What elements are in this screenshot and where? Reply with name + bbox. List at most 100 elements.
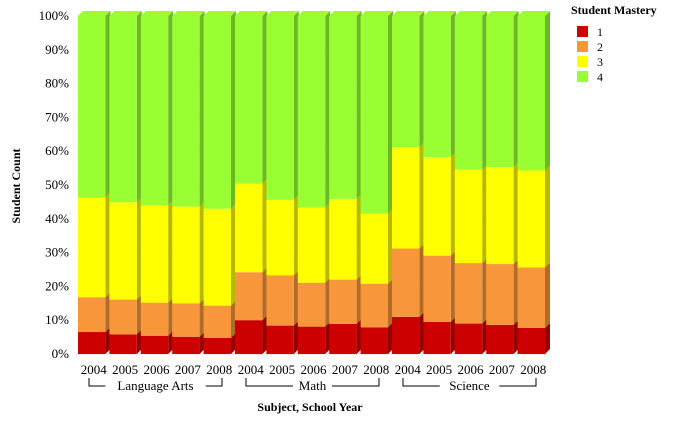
bar-side-segment <box>482 258 488 324</box>
bar-segment <box>454 323 483 354</box>
bar-segment <box>172 206 200 304</box>
bar-side-segment <box>513 162 519 265</box>
bar-side-segment <box>293 11 299 200</box>
y-tick-label: 40% <box>45 211 69 226</box>
bar-side-segment <box>545 11 550 171</box>
bar-segment <box>140 16 169 206</box>
bar-side-segment <box>325 202 331 283</box>
bar-segment <box>172 336 200 354</box>
bar-segment <box>109 334 137 354</box>
bar-side-segment <box>136 11 142 203</box>
bar-segment <box>203 208 231 306</box>
bars <box>78 11 550 354</box>
bar-segment <box>517 327 545 354</box>
x-tick-label: 2006 <box>458 362 485 377</box>
group-bracket <box>245 378 293 387</box>
bar-segment <box>78 332 106 354</box>
x-tick-label: 2008 <box>520 362 546 377</box>
group-bracket <box>499 378 537 387</box>
bar-segment <box>486 16 514 168</box>
bar-side-segment <box>545 322 550 354</box>
bar-segment <box>392 316 420 354</box>
bar-top-face <box>392 11 425 16</box>
legend-label: 2 <box>597 40 603 54</box>
legend-swatch <box>577 71 588 82</box>
bar-segment <box>78 197 106 298</box>
bar-top-face <box>297 11 331 16</box>
bar-side-segment <box>231 11 236 209</box>
y-tick-label: 50% <box>45 177 69 192</box>
y-axis-tick-labels: 0% 10% 20% 30% 40% 50% 60% 70% 80% 90% 100% <box>39 8 70 361</box>
bar-segment <box>360 16 388 214</box>
x-tick-label: 2004 <box>395 362 422 377</box>
bar-segment <box>454 16 483 170</box>
bar-segment <box>266 275 294 326</box>
bar-top-face <box>172 11 205 16</box>
bar-segment <box>486 167 514 265</box>
x-tick-label: 2007 <box>332 362 359 377</box>
bar-segment <box>329 323 357 354</box>
bar-segment <box>423 321 451 354</box>
bar-side-segment <box>199 201 205 304</box>
bar-segment <box>517 170 545 268</box>
bar-segment <box>297 326 326 354</box>
bar-side-segment <box>356 193 362 280</box>
bar-segment <box>360 283 388 328</box>
bar-side-segment <box>388 322 393 354</box>
bar-segment <box>109 299 137 335</box>
bar-segment <box>329 279 357 324</box>
x-tick-label: 2008 <box>363 362 389 377</box>
bar-side-segment <box>231 332 236 354</box>
bar-segment <box>78 16 106 198</box>
bar-side-segment <box>388 278 393 328</box>
y-axis-title: Student Count <box>9 148 23 223</box>
bar-top-face <box>423 11 456 16</box>
x-tick-label: 2006 <box>301 362 328 377</box>
bar-segment <box>109 16 137 203</box>
bar-side-segment <box>513 259 519 325</box>
bar-segment <box>423 255 451 322</box>
bar-segment <box>235 16 263 184</box>
legend-swatch <box>577 56 588 67</box>
bar-side-segment <box>136 294 142 335</box>
bar-side-segment <box>388 11 393 214</box>
bar-segment <box>454 169 483 264</box>
bar-side-segment <box>105 292 111 333</box>
bar-segment <box>140 205 169 303</box>
y-tick-label: 0% <box>52 346 70 361</box>
bar-side-segment <box>136 197 142 300</box>
y-tick-label: 100% <box>39 8 70 23</box>
bar-segment <box>392 248 420 317</box>
bar-side-segment <box>325 11 331 208</box>
bar-side-segment <box>168 200 174 303</box>
bar-top-face <box>235 11 268 16</box>
bar-segment <box>392 147 420 249</box>
bar-segment <box>423 156 451 256</box>
y-tick-label: 80% <box>45 76 69 91</box>
bar-side-segment <box>482 318 488 354</box>
group-bracket <box>332 378 380 387</box>
y-tick-label: 90% <box>45 42 69 57</box>
bar-segment <box>297 207 326 283</box>
bar-segment <box>486 264 514 325</box>
legend-swatch <box>577 41 588 52</box>
y-tick-label: 70% <box>45 109 69 124</box>
group-bracket <box>88 378 106 387</box>
bar-segment <box>203 16 231 209</box>
bar-side-segment <box>293 320 299 354</box>
bar-side-segment <box>482 164 488 264</box>
x-tick-label: 2007 <box>489 362 516 377</box>
bar-side-segment <box>325 277 331 327</box>
bar-segment <box>266 325 294 354</box>
bar-side-segment <box>231 300 236 338</box>
bar-segment <box>329 16 357 199</box>
bar-side-segment <box>262 178 268 273</box>
legend-label: 4 <box>597 70 603 84</box>
legend-label: 3 <box>597 55 603 69</box>
group-label: Science <box>449 378 490 393</box>
bar-side-segment <box>199 11 205 207</box>
x-tick-label: 2006 <box>144 362 171 377</box>
bar-top-face <box>517 11 550 16</box>
